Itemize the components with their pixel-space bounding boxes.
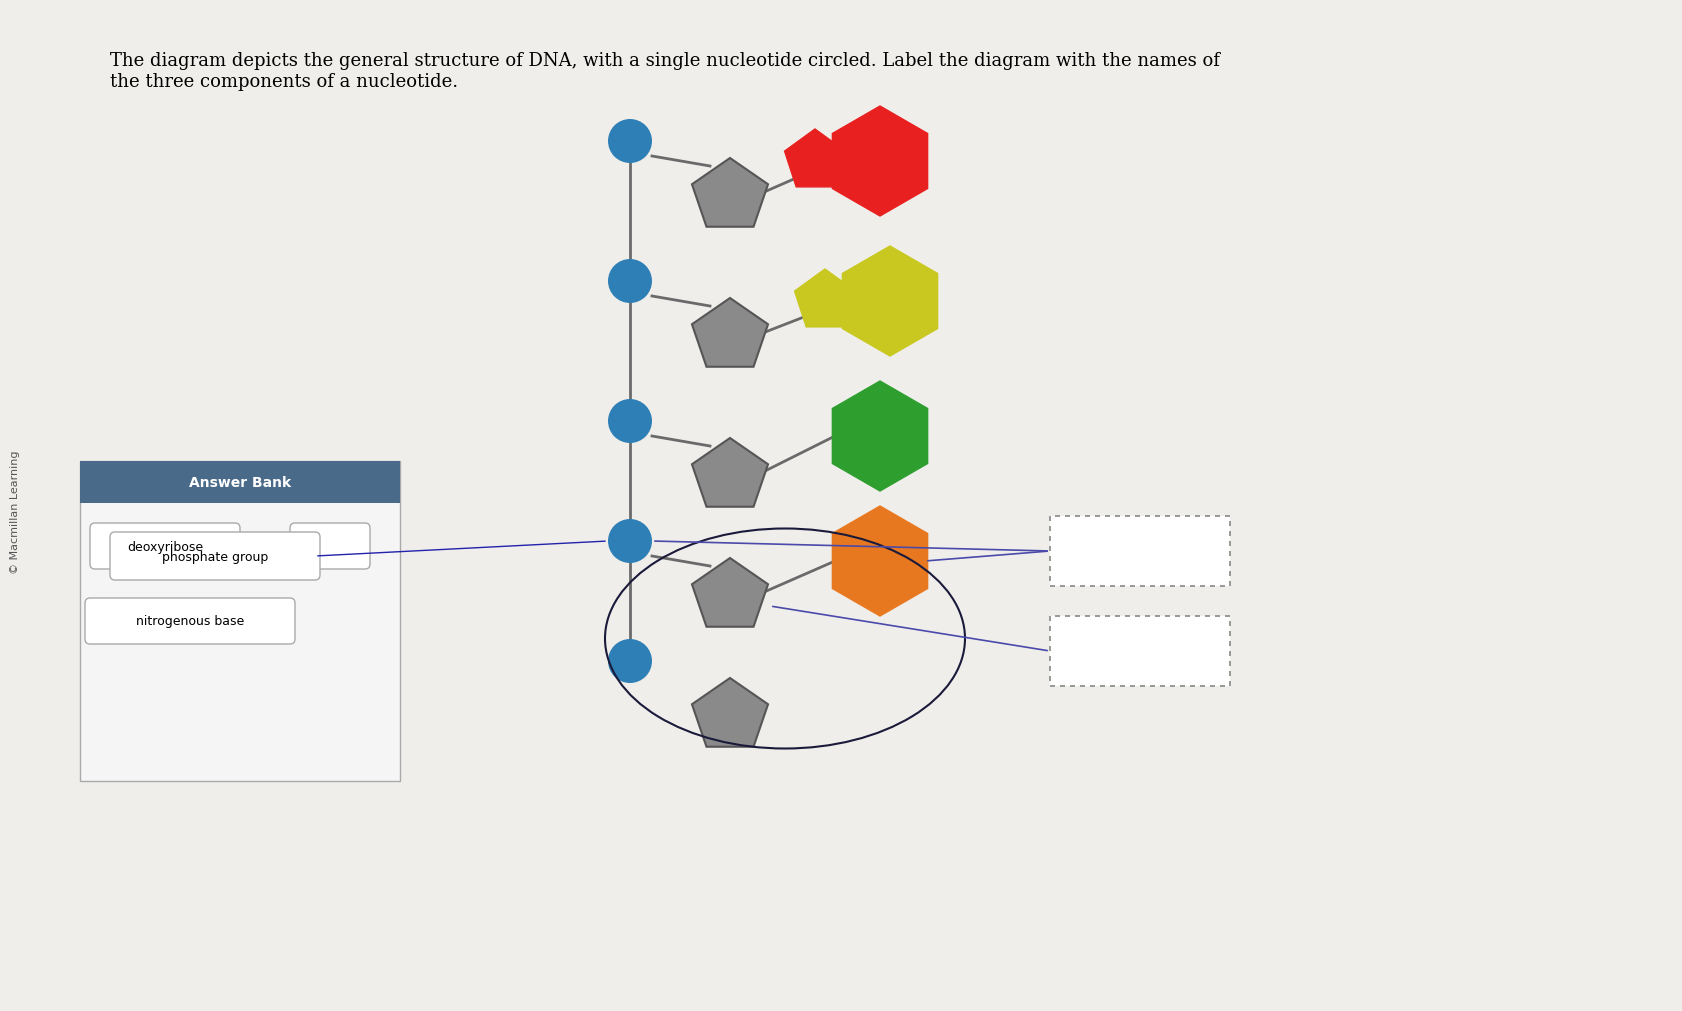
Polygon shape bbox=[843, 247, 937, 357]
FancyBboxPatch shape bbox=[86, 599, 294, 644]
Text: deoxyribose: deoxyribose bbox=[126, 540, 204, 553]
FancyBboxPatch shape bbox=[109, 533, 320, 580]
Polygon shape bbox=[833, 107, 927, 216]
Circle shape bbox=[607, 399, 651, 444]
Circle shape bbox=[607, 260, 651, 303]
Polygon shape bbox=[833, 381, 927, 491]
Text: phosphate group: phosphate group bbox=[161, 550, 267, 563]
Polygon shape bbox=[784, 129, 844, 188]
Polygon shape bbox=[691, 678, 767, 747]
FancyBboxPatch shape bbox=[81, 462, 400, 503]
Text: The diagram depicts the general structure of DNA, with a single nucleotide circl: The diagram depicts the general structur… bbox=[109, 52, 1219, 91]
Text: Answer Bank: Answer Bank bbox=[188, 475, 291, 489]
FancyBboxPatch shape bbox=[89, 524, 241, 569]
Circle shape bbox=[607, 639, 651, 683]
Polygon shape bbox=[691, 558, 767, 627]
Polygon shape bbox=[691, 439, 767, 508]
Circle shape bbox=[607, 120, 651, 164]
Polygon shape bbox=[691, 298, 767, 367]
FancyBboxPatch shape bbox=[1050, 517, 1230, 586]
Text: © Macmillan Learning: © Macmillan Learning bbox=[10, 450, 20, 573]
Polygon shape bbox=[794, 270, 854, 328]
Text: nitrogenous base: nitrogenous base bbox=[136, 615, 244, 628]
Polygon shape bbox=[833, 507, 927, 617]
FancyBboxPatch shape bbox=[81, 462, 400, 782]
Circle shape bbox=[607, 520, 651, 563]
Polygon shape bbox=[691, 159, 767, 227]
FancyBboxPatch shape bbox=[1050, 617, 1230, 686]
FancyBboxPatch shape bbox=[289, 524, 370, 569]
